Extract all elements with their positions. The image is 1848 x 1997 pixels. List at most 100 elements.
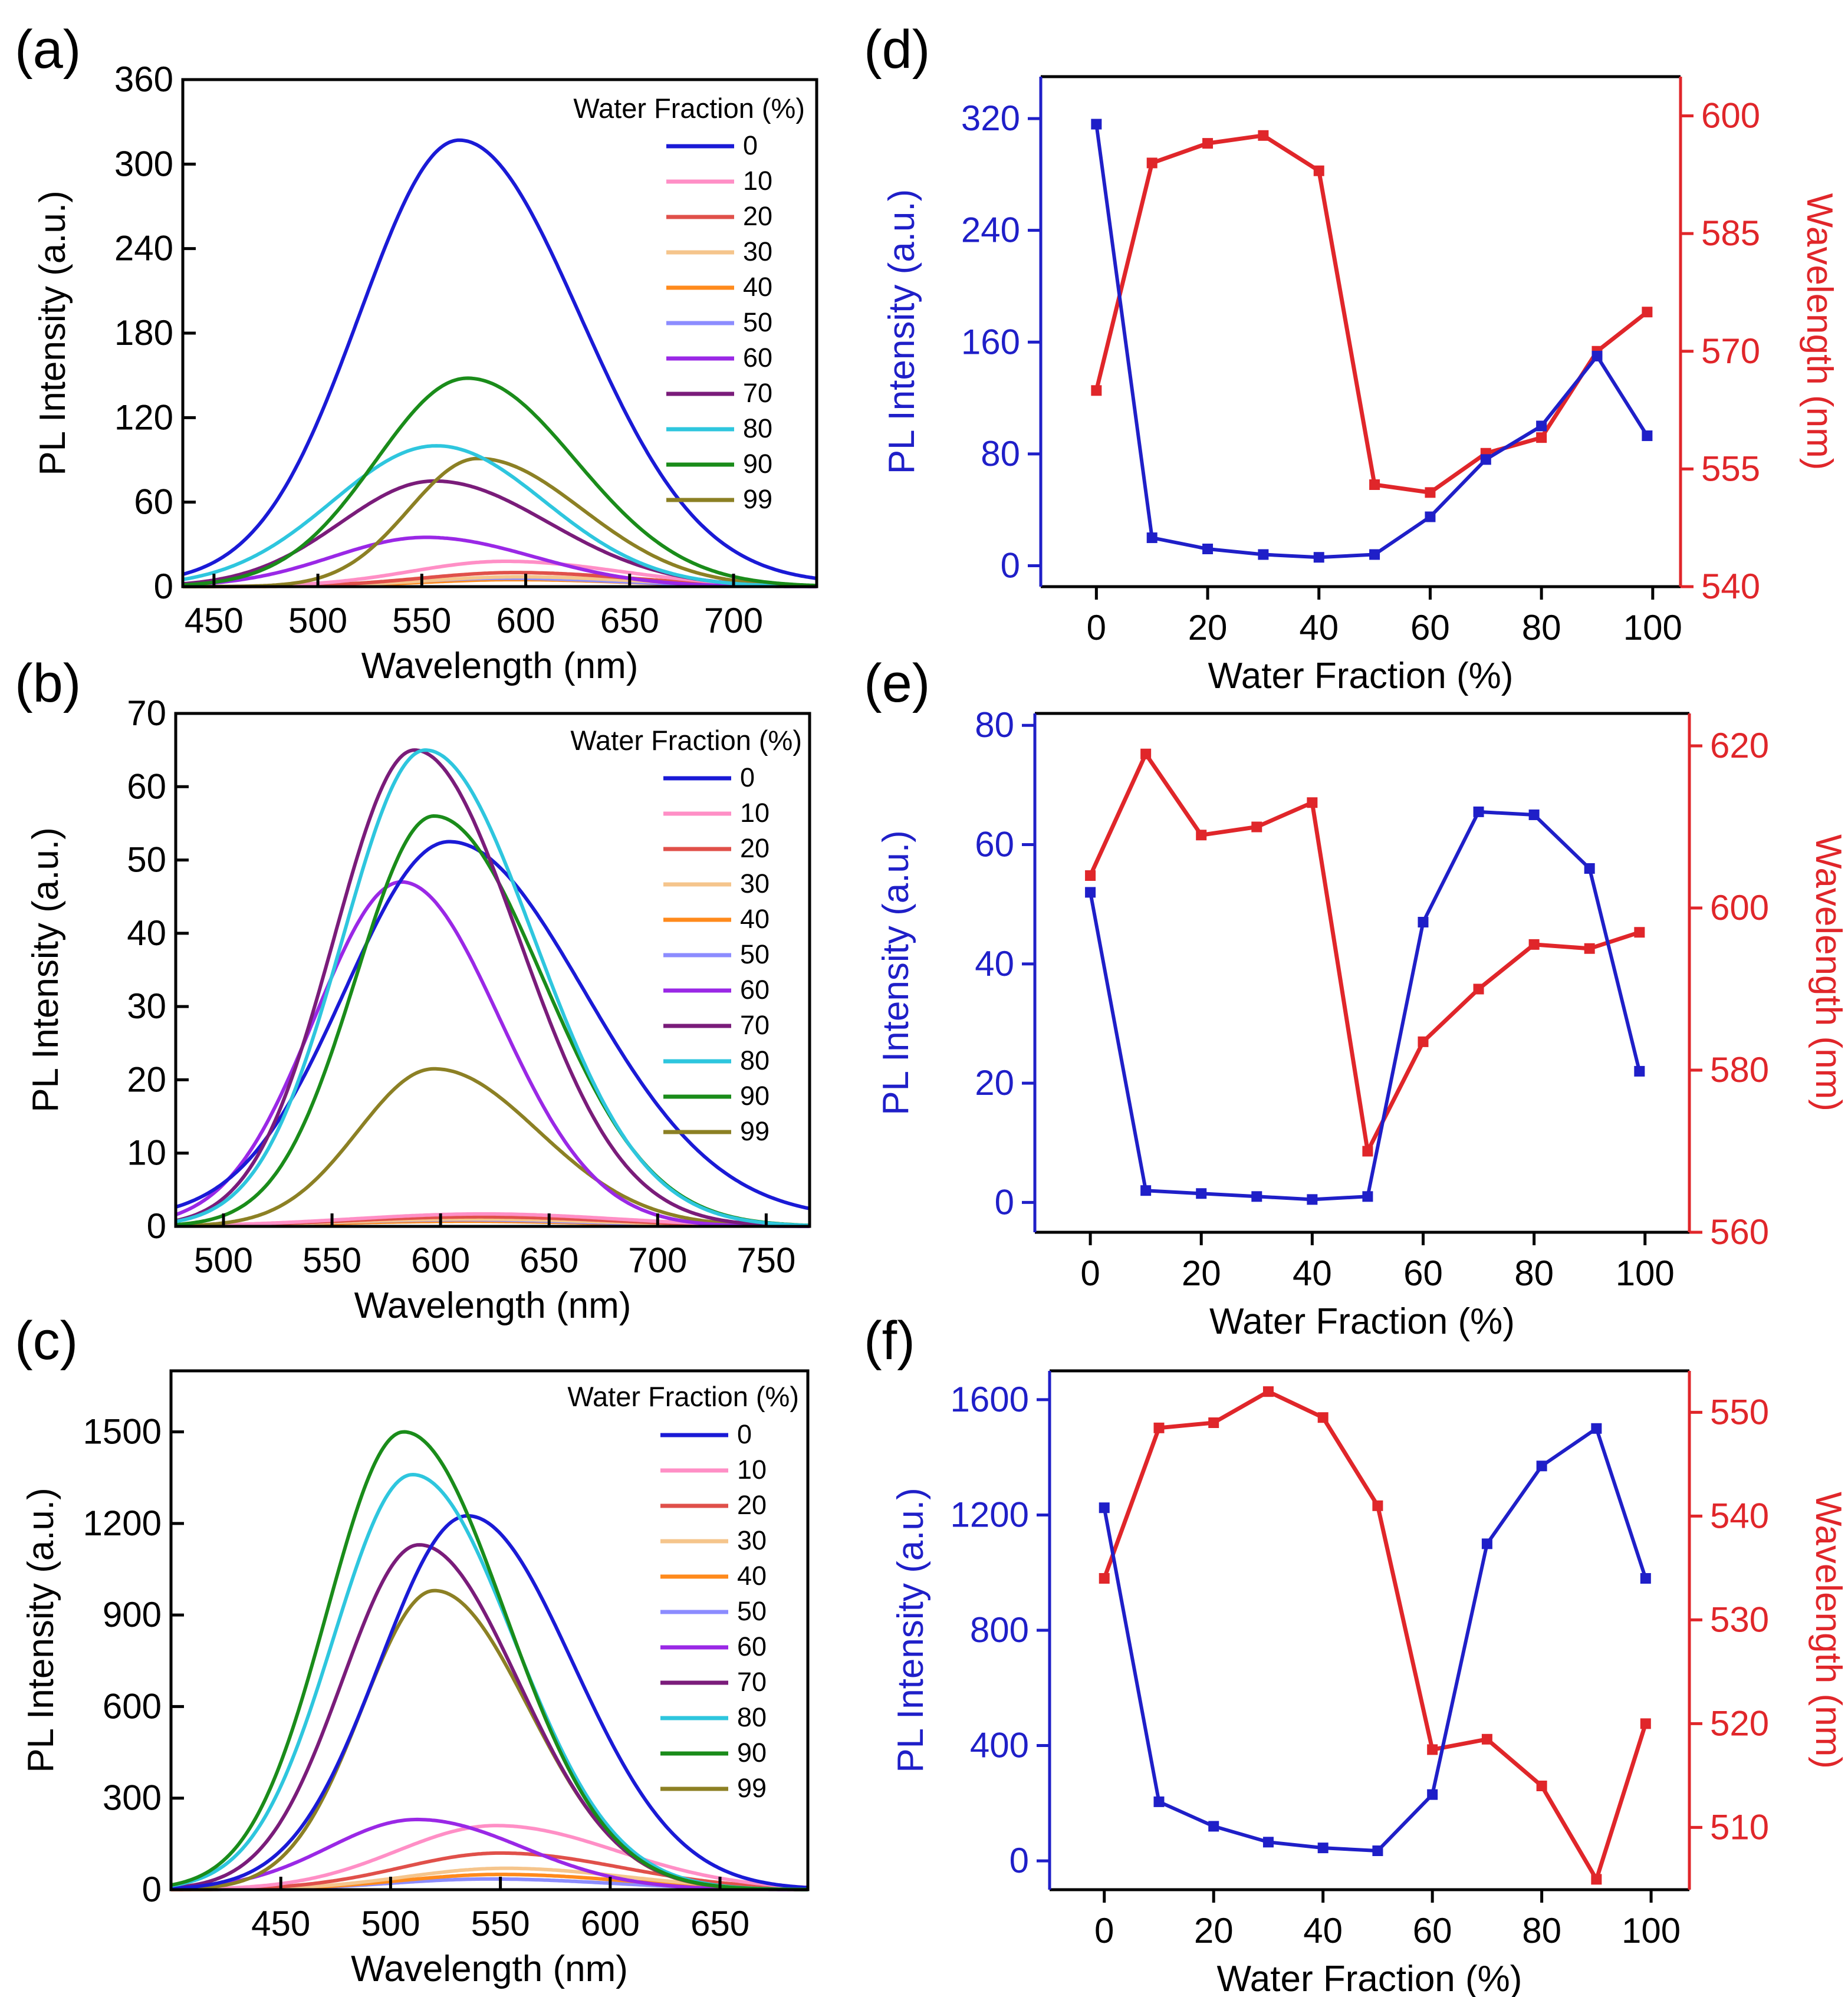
intensity-point bbox=[1313, 552, 1324, 563]
legend-title: Water Fraction (%) bbox=[573, 93, 805, 124]
legend-label-50: 50 bbox=[743, 307, 772, 337]
y-tick-label: 50 bbox=[127, 840, 166, 880]
x-axis-label: Water Fraction (%) bbox=[1208, 656, 1514, 696]
y-tick-label: 360 bbox=[114, 60, 173, 99]
wavelength-point bbox=[1425, 487, 1436, 498]
wavelength-point bbox=[1307, 797, 1318, 808]
y-axis-label: PL Intensity (a.u.) bbox=[890, 1488, 931, 1773]
y2-axis-label: Wavelength (nm) bbox=[1808, 834, 1848, 1111]
spectrum-line-99 bbox=[175, 1067, 810, 1228]
x-tick-label: 60 bbox=[1403, 1254, 1443, 1293]
x-tick-label: 80 bbox=[1514, 1254, 1554, 1293]
x-tick-label: 750 bbox=[736, 1241, 795, 1280]
panel-d: (d) 0 20 40 60 80 100 0 80 160 240 320 540 555 570 585 6… bbox=[864, 19, 1840, 696]
y2-tick-label: 510 bbox=[1710, 1807, 1769, 1847]
wavelength-point bbox=[1536, 432, 1547, 443]
wavelength-point bbox=[1362, 1146, 1373, 1157]
x-axis-label: Wavelength (nm) bbox=[354, 1285, 632, 1326]
wavelength-point bbox=[1473, 983, 1484, 995]
x-tick-label: 550 bbox=[392, 601, 451, 640]
wavelength-point bbox=[1251, 821, 1262, 833]
x-tick-label: 700 bbox=[628, 1241, 687, 1280]
x-axis-label: Wavelength (nm) bbox=[351, 1949, 628, 1989]
y-tick-label: 40 bbox=[975, 944, 1014, 983]
y-tick-label: 40 bbox=[127, 913, 166, 953]
intensity-point bbox=[1640, 1573, 1651, 1584]
wavelength-point bbox=[1099, 1573, 1110, 1584]
y-tick-label: 10 bbox=[127, 1133, 166, 1173]
spectrum-line-60 bbox=[182, 535, 817, 588]
y-tick-label: 240 bbox=[961, 210, 1020, 250]
spectrum-line-80 bbox=[182, 444, 817, 588]
legend-label-70: 70 bbox=[740, 1010, 770, 1040]
y2-tick-label: 600 bbox=[1710, 888, 1769, 927]
legend-label-40: 40 bbox=[743, 272, 772, 302]
panel-label-b: (b) bbox=[15, 653, 81, 713]
x-tick-label: 80 bbox=[1522, 1911, 1561, 1950]
x-tick-label: 80 bbox=[1522, 608, 1561, 647]
legend-label-80: 80 bbox=[743, 413, 772, 443]
legend-label-40: 40 bbox=[740, 904, 770, 934]
wavelength-line bbox=[1094, 133, 1649, 495]
wavelength-point bbox=[1208, 1417, 1219, 1428]
plot-frame-b bbox=[174, 712, 811, 1228]
wavelength-point bbox=[1085, 870, 1096, 881]
y-tick-label: 900 bbox=[103, 1595, 162, 1634]
x-tick-label: 20 bbox=[1188, 608, 1228, 647]
intensity-point bbox=[1202, 544, 1214, 555]
intensity-point bbox=[1208, 1821, 1219, 1832]
x-axis-label: Water Fraction (%) bbox=[1209, 1301, 1515, 1342]
intensity-point bbox=[1481, 1538, 1492, 1549]
wavelength-point bbox=[1091, 385, 1102, 396]
legend-label-70: 70 bbox=[743, 378, 772, 408]
intensity-point bbox=[1591, 350, 1603, 361]
legend-label-0: 0 bbox=[740, 762, 755, 792]
legend-label-99: 99 bbox=[740, 1116, 770, 1146]
x-tick-label: 40 bbox=[1299, 608, 1339, 647]
wavelength-point bbox=[1369, 479, 1380, 490]
y-axis-label: PL Intensity (a.u.) bbox=[21, 1488, 61, 1773]
y-tick-label: 0 bbox=[1010, 1841, 1029, 1880]
y2-tick-label: 520 bbox=[1710, 1703, 1769, 1743]
intensity-point bbox=[1091, 119, 1102, 130]
y-tick-label: 120 bbox=[114, 397, 173, 437]
intensity-point bbox=[1528, 809, 1540, 820]
intensity-point bbox=[1634, 1065, 1645, 1077]
y-tick-label: 60 bbox=[134, 482, 173, 522]
panel-a: (a)450 500 550 600 650 700060120180240300360W… bbox=[15, 19, 818, 686]
legend-label-30: 30 bbox=[740, 868, 770, 899]
wavelength-point bbox=[1634, 927, 1645, 938]
spectrum-line-0 bbox=[182, 138, 817, 580]
intensity-point bbox=[1258, 549, 1269, 560]
intensity-point bbox=[1369, 549, 1380, 560]
y-tick-label: 0 bbox=[995, 1182, 1014, 1222]
x-tick-label: 100 bbox=[1622, 1911, 1681, 1950]
x-tick-label: 650 bbox=[690, 1904, 749, 1943]
panel-label-f: (f) bbox=[864, 1311, 915, 1371]
spectrum-line-99 bbox=[183, 456, 817, 588]
wavelength-point bbox=[1140, 748, 1152, 759]
legend-label-0: 0 bbox=[743, 130, 758, 160]
intensity-point bbox=[1536, 420, 1547, 432]
x-tick-label: 0 bbox=[1087, 608, 1106, 647]
spectrum-line-80 bbox=[175, 748, 810, 1228]
y2-tick-label: 580 bbox=[1710, 1050, 1769, 1090]
y-tick-label: 20 bbox=[975, 1063, 1014, 1103]
wavelength-line bbox=[1088, 752, 1640, 1153]
intensity-point bbox=[1480, 454, 1491, 465]
y2-tick-label: 555 bbox=[1701, 449, 1760, 488]
wavelength-point bbox=[1591, 1874, 1602, 1885]
x-tick-label: 600 bbox=[411, 1241, 470, 1280]
plot-frame-a bbox=[181, 78, 818, 588]
wavelength-point bbox=[1313, 165, 1324, 176]
y-tick-label: 60 bbox=[975, 825, 1014, 864]
y2-tick-label: 540 bbox=[1710, 1496, 1769, 1535]
y-tick-label: 240 bbox=[114, 229, 173, 268]
x-tick-label: 100 bbox=[1616, 1254, 1675, 1293]
x-tick-label: 60 bbox=[1410, 608, 1450, 647]
y-tick-label: 1500 bbox=[83, 1412, 162, 1452]
y-tick-label: 0 bbox=[154, 567, 173, 606]
intensity-line bbox=[1102, 1426, 1648, 1853]
y-tick-label: 80 bbox=[975, 705, 1014, 745]
